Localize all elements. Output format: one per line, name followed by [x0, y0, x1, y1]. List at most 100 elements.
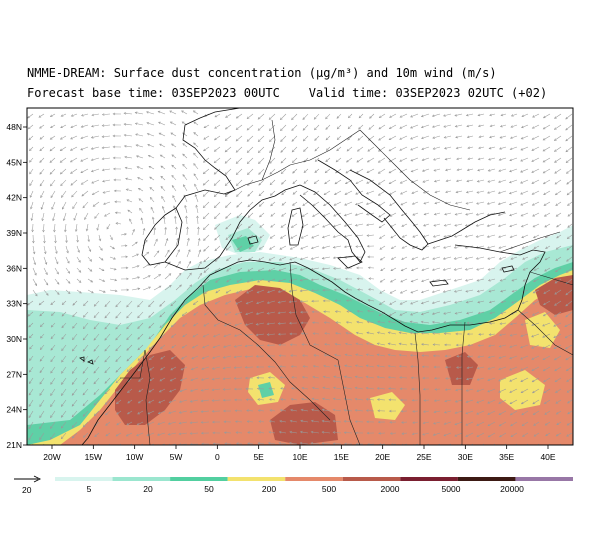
wind-arrow-head: [332, 408, 336, 412]
wind-arrow-head: [532, 235, 536, 239]
wind-arrow-head: [367, 255, 370, 259]
wind-arrow: [83, 300, 89, 306]
wind-arrow-head: [509, 224, 513, 228]
wind-arrow: [247, 443, 254, 445]
wind-arrow: [301, 344, 309, 346]
wind-arrow-head: [115, 337, 118, 341]
wind-arrow-head: [411, 246, 415, 249]
wind-arrow: [412, 432, 419, 435]
wind-arrow: [333, 256, 342, 259]
wind-arrow-head: [344, 364, 347, 368]
wind-arrow-head: [44, 262, 48, 265]
wind-arrow: [280, 124, 287, 131]
wind-arrow: [60, 179, 67, 186]
wind-arrow: [258, 267, 265, 272]
wind-arrow-head: [136, 253, 139, 257]
wind-arrow: [423, 201, 430, 204]
wind-arrow-head: [334, 192, 337, 195]
wind-arrow-head: [235, 138, 239, 142]
wind-arrow: [455, 201, 463, 204]
wind-arrow-head: [432, 136, 436, 139]
wind-arrow: [29, 366, 34, 373]
wind-arrow: [50, 113, 56, 117]
wind-arrow-head: [323, 310, 326, 313]
wind-arrow: [213, 322, 221, 327]
wind-arrow-head: [247, 204, 251, 208]
wind-arrow: [214, 311, 221, 316]
wind-arrow-head: [269, 171, 273, 175]
wind-arrow: [203, 267, 210, 273]
wind-arrow-head: [377, 320, 380, 324]
wind-arrow-head: [28, 426, 31, 430]
wind-arrow: [248, 223, 254, 229]
wind-arrow: [444, 146, 452, 149]
wind-arrow-head: [324, 170, 328, 174]
wind-arrow-head: [312, 321, 315, 324]
wind-arrow-head: [486, 246, 490, 249]
wind-arrow-head: [59, 148, 63, 152]
wind-arrow: [105, 432, 111, 437]
wind-arrow-head: [73, 217, 77, 221]
wind-arrow: [71, 388, 78, 396]
wind-arrow-head: [555, 411, 559, 415]
wind-arrow: [432, 278, 441, 282]
wind-arrow-head: [45, 272, 48, 276]
wind-arrow-head: [476, 378, 480, 381]
wind-arrow: [554, 289, 562, 295]
wind-arrow: [50, 124, 56, 128]
wind-arrow: [531, 344, 540, 349]
wind-arrow: [542, 146, 551, 152]
wind-arrow: [236, 443, 243, 445]
wind-arrow-head: [497, 202, 501, 206]
wind-arrow-head: [70, 114, 74, 117]
wind-arrow: [555, 399, 562, 404]
wind-arrow-head: [366, 431, 370, 435]
wind-arrow: [367, 146, 375, 152]
wind-arrow-head: [509, 368, 512, 371]
lat-tick-label: 24N: [6, 405, 22, 415]
wind-arrow: [269, 409, 276, 412]
wind-arrow-head: [246, 280, 250, 283]
wind-arrow-head: [189, 284, 192, 288]
wind-arrow-head: [314, 170, 318, 173]
wind-arrow: [225, 201, 232, 208]
wind-arrow: [432, 289, 441, 293]
wind-arrow-head: [101, 268, 105, 272]
wind-arrow-head: [466, 332, 470, 336]
wind-arrow-head: [236, 205, 239, 208]
wind-arrow: [43, 234, 45, 243]
wind-arrow: [104, 355, 111, 363]
colorbar-segment: [112, 477, 171, 481]
wind-arrow-head: [511, 301, 514, 304]
wind-arrow-head: [60, 415, 64, 418]
wind-arrow-head: [200, 421, 204, 424]
wind-arrow-head: [213, 205, 217, 209]
wind-arrow-head: [531, 126, 535, 129]
wind-arrow: [223, 377, 232, 380]
wind-arrow-head: [244, 334, 248, 337]
wind-arrow-head: [398, 342, 402, 346]
wind-arrow-head: [124, 233, 127, 236]
wind-arrow-head: [112, 145, 116, 149]
wind-arrow: [182, 132, 188, 137]
wind-arrow-head: [235, 127, 239, 130]
wind-arrow: [311, 442, 320, 445]
wind-arrow: [323, 365, 331, 368]
wind-arrow-head: [50, 436, 53, 440]
wind-arrow: [256, 322, 265, 325]
wind-arrow-head: [321, 408, 325, 412]
wind-arrow-head: [531, 334, 534, 338]
wind-arrow-head: [302, 128, 306, 131]
wind-arrow: [324, 322, 331, 324]
wind-arrow-head: [27, 302, 30, 306]
wind-arrow: [148, 155, 155, 159]
wind-arrow: [556, 432, 562, 437]
wind-arrow-head: [255, 344, 259, 347]
wind-arrow: [421, 289, 430, 293]
wind-arrow: [104, 322, 111, 330]
wind-arrow: [300, 245, 309, 250]
wind-arrow-head: [565, 303, 568, 307]
wind-arrow: [204, 311, 210, 316]
wind-arrow: [105, 399, 111, 405]
wind-arrow-head: [554, 292, 558, 295]
